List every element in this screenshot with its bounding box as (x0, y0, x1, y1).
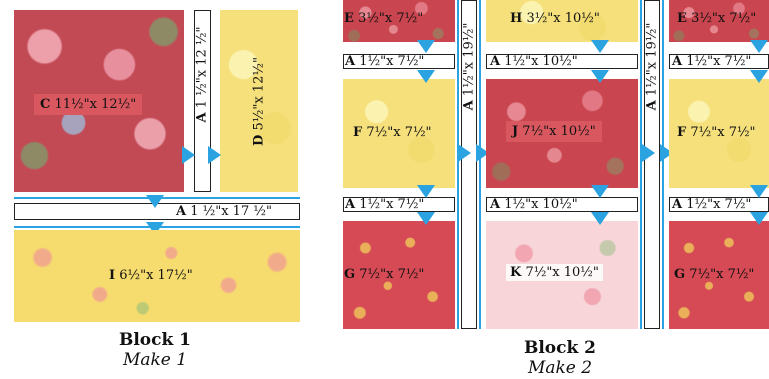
block1-label-a-vertical: A 1 ½"x 12 ½" (194, 26, 210, 123)
block2-label-a-small-4: A 1½"x 7½" (672, 197, 752, 212)
block1-label-i: I 6½"x 17½" (109, 268, 193, 283)
block2-label-a-medium-1: A 1½"x 10½" (490, 54, 578, 69)
block2-caption: Block 2 Make 2 (485, 338, 635, 378)
block2-piece-e-left (343, 0, 455, 42)
block2-label-a-small-2: A 1½"x 7½" (345, 197, 425, 212)
seam-line (457, 0, 459, 329)
arrow-down-icon (750, 40, 768, 53)
block2-strip-a-long-2 (644, 0, 660, 329)
seam-line (479, 0, 481, 329)
block2-label-e-left: E 3½"x 7½" (344, 11, 424, 26)
block2-label-h: H 3½"x 10½" (510, 11, 600, 26)
block2-strip-a-medium-1 (486, 54, 638, 69)
block2-piece-f-left (343, 79, 455, 188)
arrow-down-icon (417, 212, 435, 225)
block2-strip-a-small-1 (343, 54, 455, 69)
block1-caption: Block 1 Make 1 (80, 330, 230, 370)
block1-piece-d (220, 10, 298, 192)
block2-label-f-left: F 7½"x 7½" (353, 125, 432, 140)
block2-title: Block 2 (523, 338, 597, 358)
arrow-right-icon (642, 144, 655, 162)
block2-label-a-medium-2: A 1½"x 10½" (490, 197, 578, 212)
block1-piece-i (14, 230, 300, 322)
arrow-down-icon (417, 40, 435, 53)
arrow-right-icon (208, 146, 221, 164)
seam-line (640, 0, 642, 329)
block2-piece-g-left (343, 221, 455, 329)
block2-label-k: K 7½"x 10½" (506, 264, 603, 281)
block2-piece-g-right (669, 221, 769, 329)
block2-label-a-small-1: A 1½"x 7½" (345, 54, 425, 69)
arrow-down-icon (591, 185, 609, 198)
block2-label-a-long-1: A 1½"x 19½" (461, 22, 477, 111)
block1: C 11½"x 12½" A 1 ½"x 12 ½" D 5½"x 12½" A… (0, 0, 320, 379)
seam-line (662, 0, 664, 329)
block2-strip-a-long-1 (461, 0, 477, 329)
arrow-down-icon (146, 195, 164, 208)
block2-piece-f-right (669, 79, 769, 188)
block1-label-a-horizontal: A 1 ½"x 17 ½" (176, 204, 272, 219)
block2-piece-h (486, 0, 638, 42)
block1-title: Block 1 (118, 330, 192, 350)
block2-label-g-left: G 7½"x 7½" (344, 267, 425, 282)
block1-strip-a-vertical (194, 10, 211, 192)
arrow-down-icon (750, 212, 768, 225)
block2-label-a-small-3: A 1½"x 7½" (672, 54, 752, 69)
arrow-right-icon (476, 144, 489, 162)
block2-label-a-long-2: A 1½"x 19½" (644, 22, 660, 111)
block2-label-j: J 7½"x 10½" (506, 121, 602, 142)
arrow-down-icon (591, 212, 609, 225)
arrow-down-icon (417, 70, 435, 83)
arrow-down-icon (750, 185, 768, 198)
arrow-down-icon (750, 70, 768, 83)
block2-strip-a-small-2 (343, 197, 455, 212)
block1-label-d: D 5½"x 12½" (251, 57, 267, 146)
arrow-right-icon (458, 144, 471, 162)
arrow-down-icon (591, 40, 609, 53)
block2-strip-a-medium-2 (486, 197, 638, 212)
block2-label-e-right: E 3½"x 7½" (677, 11, 757, 26)
arrow-down-icon (417, 185, 435, 198)
block2-subtitle: Make 2 (527, 358, 593, 378)
arrow-right-icon (182, 146, 195, 164)
block1-subtitle: Make 1 (122, 350, 188, 370)
block2: E 3½"x 7½" A 1½"x 7½" F 7½"x 7½" A 1½"x … (330, 0, 769, 379)
block1-label-c: C 11½"x 12½" (34, 94, 143, 115)
block2-label-g-right: G 7½"x 7½" (674, 267, 755, 282)
block2-label-f-right: F 7½"x 7½" (677, 125, 756, 140)
block2-piece-e-right (669, 0, 769, 42)
arrow-down-icon (591, 70, 609, 83)
